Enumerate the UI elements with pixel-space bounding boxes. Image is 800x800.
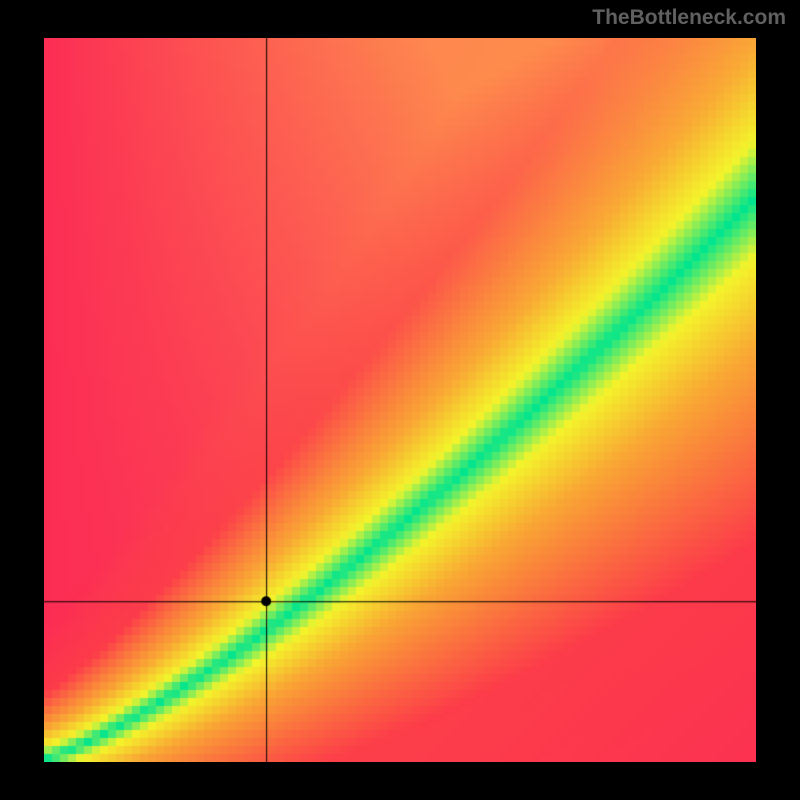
watermark-text: TheBottleneck.com (592, 6, 786, 30)
chart-container: TheBottleneck.com (0, 0, 800, 800)
heatmap-canvas (44, 38, 756, 762)
heatmap-plot (44, 38, 756, 762)
